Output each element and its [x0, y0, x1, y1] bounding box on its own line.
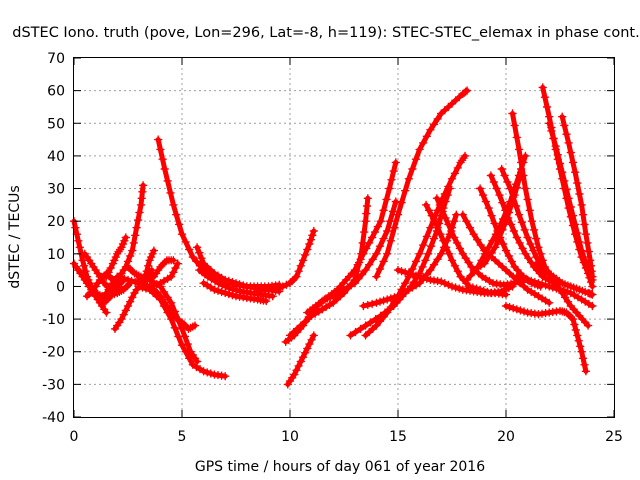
y-tick-label: 20 — [47, 214, 65, 230]
y-tick-label: 40 — [47, 149, 65, 165]
series-markers-28 — [421, 200, 517, 298]
plot-frame — [73, 57, 615, 418]
y-tick-label: 0 — [56, 279, 65, 295]
x-axis-label: GPS time / hours of day 061 of year 2016 — [195, 459, 485, 475]
series-trace-26 — [373, 88, 470, 280]
series-trace-2 — [75, 267, 127, 306]
x-tick-label: 0 — [70, 429, 79, 445]
series-trace-35 — [499, 166, 548, 276]
series-markers-13 — [149, 285, 200, 334]
x-tick-label: 15 — [389, 429, 407, 445]
y-tick-label: 60 — [47, 84, 65, 100]
series-markers-21 — [283, 331, 318, 389]
series-markers-39 — [532, 259, 597, 299]
chart-title: dSTEC Iono. truth (pove, Lon=296, Lat=-8… — [12, 25, 639, 41]
series-markers-10 — [134, 246, 159, 285]
grid — [74, 58, 614, 417]
series-markers-37 — [512, 272, 597, 311]
y-tick-label: 70 — [47, 51, 65, 67]
x-tick-label: 5 — [178, 429, 187, 445]
series-markers-18 — [253, 226, 318, 294]
x-tick-label: 25 — [605, 429, 623, 445]
y-tick-label: -40 — [42, 410, 65, 426]
y-tick-label: 10 — [47, 247, 65, 263]
series-markers-16 — [195, 265, 277, 301]
series-markers-22 — [303, 197, 400, 317]
series-trace-20 — [287, 195, 371, 338]
series-markers-25 — [361, 151, 470, 340]
series-markers-29 — [432, 194, 532, 289]
y-tick-label: -20 — [42, 345, 65, 361]
series-markers-38 — [501, 301, 591, 376]
plot-series — [69, 83, 597, 389]
series-trace-5 — [103, 182, 146, 296]
series-markers-17 — [199, 279, 271, 306]
series-trace-22 — [304, 199, 399, 316]
y-axis-label: dSTEC / TECUs — [7, 185, 23, 288]
y-tick-label: -10 — [42, 312, 65, 328]
axis-ticks: 0 5 10 15 20 25 -40 -30 -20 -10 0 10 20 30 40 50 60 70 — [42, 51, 623, 445]
x-tick-label: 20 — [497, 429, 515, 445]
series-markers-26 — [372, 86, 472, 281]
y-tick-label: -30 — [42, 377, 65, 393]
series-markers-42 — [558, 112, 597, 281]
series-trace-41 — [546, 120, 595, 283]
y-tick-label: 50 — [47, 116, 65, 132]
x-tick-label: 10 — [281, 429, 299, 445]
y-tick-label: 30 — [47, 182, 65, 198]
series-trace-29 — [434, 195, 531, 288]
series-markers-6 — [102, 233, 130, 281]
